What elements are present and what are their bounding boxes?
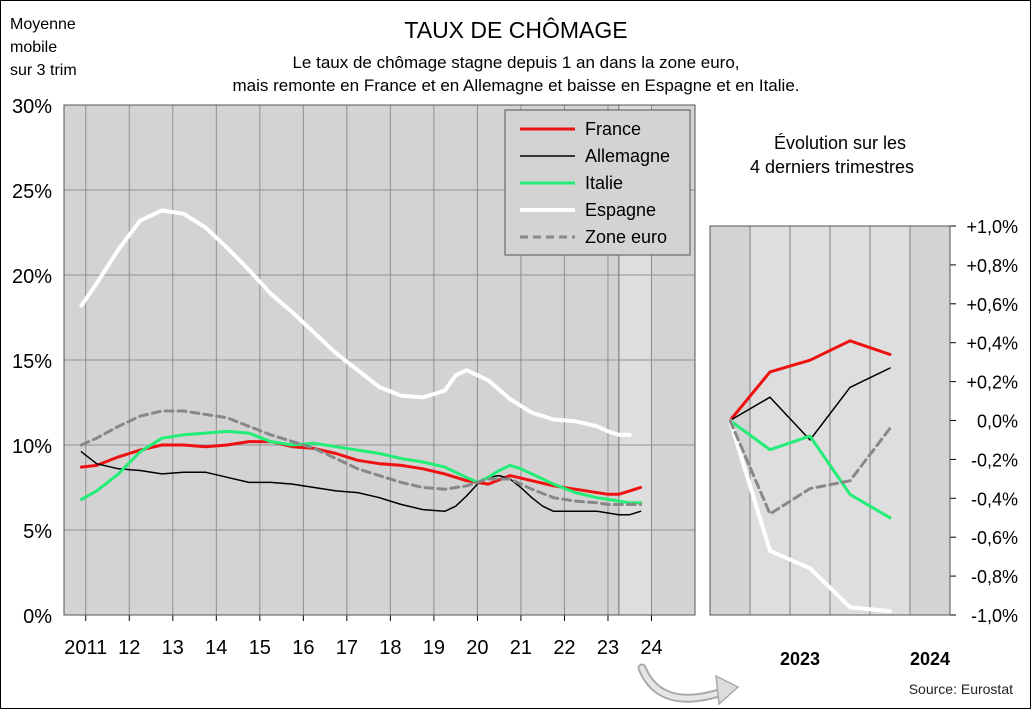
inset-x-tick-label: 2023 <box>780 649 820 669</box>
inset-title-line1: Évolution sur les <box>774 133 906 153</box>
series-line-zone-euro <box>79 409 643 506</box>
plot-frame <box>63 104 696 616</box>
y-tick-label: 20% <box>12 266 52 288</box>
inset-series-line-espagne <box>728 418 892 614</box>
chart-subtitle-line1: Le taux de chômage stagne depuis 1 an da… <box>292 53 739 72</box>
inset-y-tick-label: -0,6% <box>971 528 1018 548</box>
x-tick-label: 21 <box>510 637 532 659</box>
side-note-line2: mobile <box>10 39 57 56</box>
chart-subtitle-line2: mais remonte en France et en Allemagne e… <box>232 76 799 95</box>
series-line-france <box>79 440 643 496</box>
x-tick-label: 20 <box>466 637 488 659</box>
inset-y-tick-label: 0,0% <box>977 412 1018 432</box>
y-tick-label: 30% <box>12 96 52 118</box>
x-tick-label: 22 <box>553 637 575 659</box>
inset-y-tick-label: -0,2% <box>971 450 1018 470</box>
inset-outside-shade <box>910 226 950 615</box>
y-tick-label: 15% <box>12 351 52 373</box>
x-tick-label: 14 <box>205 637 227 659</box>
inset-x-tick-label: 2024 <box>910 649 950 669</box>
x-tick-label: 15 <box>249 637 271 659</box>
series-line-allemagne <box>80 451 642 516</box>
inset-y-tick-label: -0,8% <box>971 567 1018 587</box>
inset-series-line-allemagne <box>729 367 891 441</box>
x-tick-label: 18 <box>379 637 401 659</box>
series-line-espagne <box>79 208 632 437</box>
inset-series-line-italie <box>728 419 892 520</box>
inset-y-tick-label: +0,8% <box>966 256 1018 276</box>
x-tick-label: 23 <box>597 637 619 659</box>
side-note-line3: sur 3 trim <box>10 62 77 79</box>
inset-y-tick-label: +0,6% <box>966 295 1018 315</box>
side-note-line1: Moyenne <box>10 16 76 33</box>
arrow-icon <box>637 663 740 706</box>
inset-y-tick-label: +0,4% <box>966 334 1018 354</box>
x-tick-label: 16 <box>292 637 314 659</box>
legend: France Allemagne Italie Espagne Zone euro <box>504 109 691 256</box>
inset-title-line2: 4 derniers trimestres <box>750 157 914 177</box>
x-tick-label: 17 <box>336 637 358 659</box>
x-tick-label: 12 <box>118 637 140 659</box>
y-tick-label: 0% <box>23 606 52 628</box>
legend-label-espagne: Espagne <box>585 200 656 220</box>
legend-label-zone-euro: Zone euro <box>585 227 667 247</box>
x-tick-label: 13 <box>162 637 184 659</box>
x-tick-label: 2011 <box>64 637 107 659</box>
x-tick-label: 24 <box>640 637 662 659</box>
series-line-italie <box>79 429 643 505</box>
source-note: Source: Eurostat <box>909 681 1013 697</box>
chart-title: TAUX DE CHÔMAGE <box>404 16 627 43</box>
inset-plot-frame <box>709 225 951 616</box>
inset-series-line-france <box>728 339 892 422</box>
inset-y-tick-label: -0,4% <box>971 489 1018 509</box>
legend-label-france: France <box>585 119 641 139</box>
legend-label-italie: Italie <box>585 173 623 193</box>
legend-label-allemagne: Allemagne <box>585 146 670 166</box>
inset-series-line-zone-euro <box>728 419 892 516</box>
inset-y-tick-label: +0,2% <box>966 373 1018 393</box>
y-tick-label: 10% <box>12 436 52 458</box>
y-tick-label: 5% <box>23 521 52 543</box>
x-tick-label: 19 <box>423 637 445 659</box>
y-tick-label: 25% <box>12 181 52 203</box>
inset-y-tick-label: -1,0% <box>971 606 1018 626</box>
inset-y-tick-label: +1,0% <box>966 217 1018 237</box>
inset-chart: +1,0% +0,8% +0,6% +0,4% +0,2% 0,0% -0,2% -0,4% -… <box>709 217 1018 669</box>
